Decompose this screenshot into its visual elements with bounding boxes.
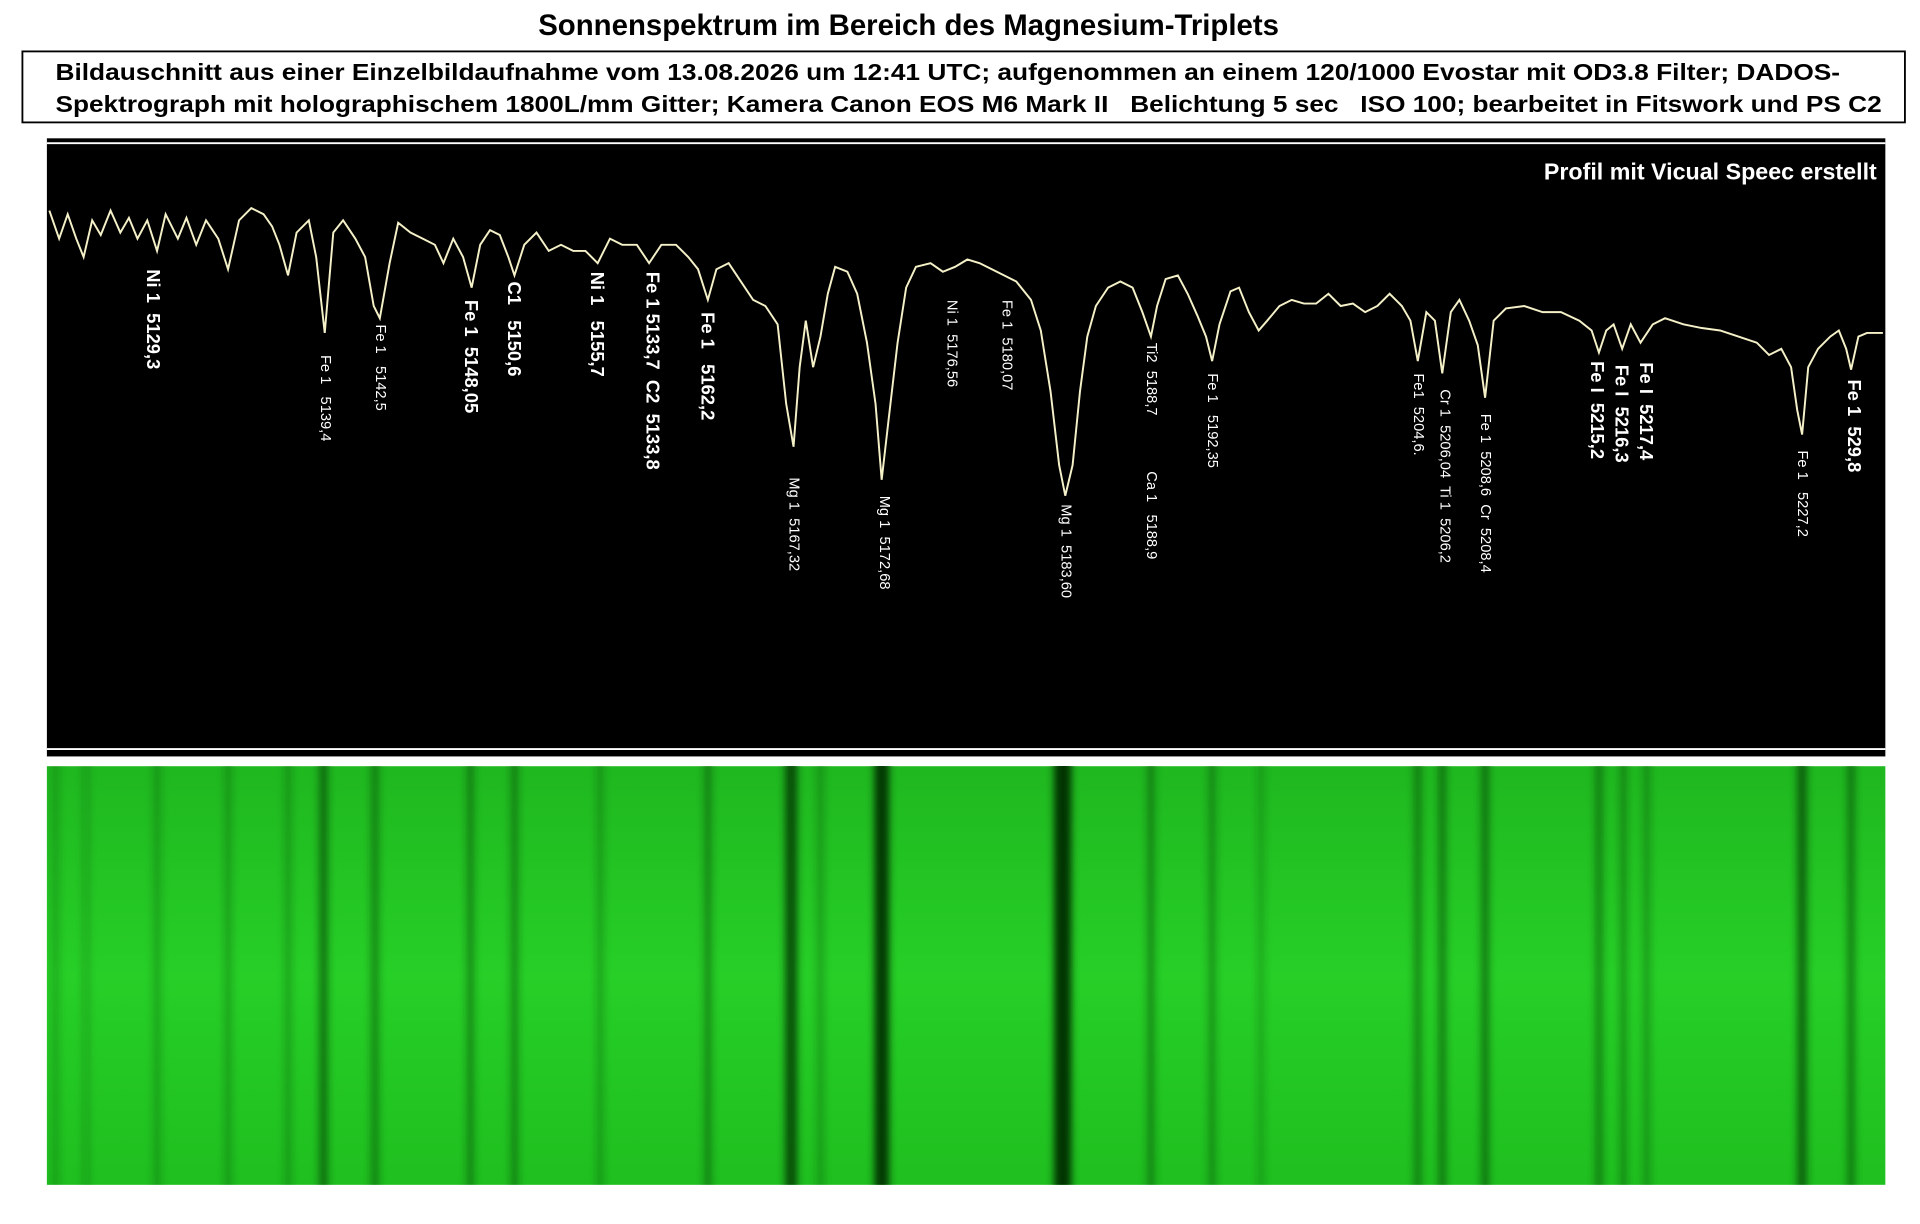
line-label: Ni 1 5176,56 <box>943 300 959 387</box>
line-label: Fe 1 5227,2 <box>1794 450 1810 536</box>
profile-note: Profil mit Vicual Speec erstellt <box>1544 158 1877 184</box>
line-label: Mg 1 5183,60 <box>1057 504 1073 598</box>
line-label: Fe I 5217,4 <box>1636 362 1657 461</box>
title: Sonnenspektrum im Bereich des Magnesium-… <box>538 9 1279 42</box>
absorption-bands <box>52 766 1855 1185</box>
line-label: Fe I 5215,2 <box>1587 361 1608 459</box>
line-label: Cr 1 5206,04 Ti 1 5206,2 <box>1437 389 1453 563</box>
absorption-band <box>1438 766 1446 1185</box>
absorption-band <box>1643 766 1650 1185</box>
line-label: Fe 1 5208,6 Cr 5208,4 <box>1477 414 1493 573</box>
absorption-band <box>153 766 161 1185</box>
absorption-band <box>1054 766 1072 1185</box>
absorption-band <box>1258 766 1265 1185</box>
profile-panel <box>46 138 1886 757</box>
line-label: Fe 1 5133,7 C2 5133,8 <box>642 272 663 470</box>
absorption-band <box>371 766 379 1185</box>
absorption-band <box>1147 766 1155 1185</box>
line-label: Fe 1 5192,35 <box>1204 373 1220 468</box>
absorption-band <box>874 766 890 1185</box>
profile-curve <box>48 206 1883 496</box>
line-label: Ni 1 5129,3 <box>143 269 164 369</box>
absorption-band <box>597 766 604 1185</box>
absorption-band <box>52 766 59 1185</box>
line-label: Fe I 5216,3 <box>1612 365 1633 463</box>
line-labels: Ni 1 5129,3 Fe 1 5139,4 Fe 1 5142,5 Fe 1 51… <box>143 269 1865 598</box>
absorption-band <box>1595 766 1603 1185</box>
line-label: C1 5150,6 <box>504 282 525 377</box>
absorption-band <box>466 766 475 1185</box>
line-label: Fe 1 5142,5 <box>372 324 388 410</box>
caption-line: Spektrograph mit holographischem 1800L/m… <box>55 91 1881 117</box>
absorption-band <box>817 766 824 1185</box>
line-label: Fe 1 5139,4 <box>317 355 333 441</box>
caption-box <box>21 50 1906 124</box>
line-label: Mg 1 5167,32 <box>786 477 802 571</box>
line-label: Fe 1 5180,07 <box>999 300 1015 391</box>
line-label: Fe 1 529,8 <box>1844 379 1865 472</box>
spectrum-strip <box>46 766 1886 1185</box>
absorption-band <box>83 766 90 1185</box>
line-label: Ni 1 5155,7 <box>587 272 608 377</box>
line-label: Mg 1 5172,68 <box>876 496 892 590</box>
absorption-band <box>224 766 232 1185</box>
absorption-band <box>1620 766 1627 1185</box>
absorption-band <box>1797 766 1808 1185</box>
absorption-band <box>1414 766 1422 1185</box>
absorption-band <box>784 766 798 1185</box>
absorption-band <box>1847 766 1855 1185</box>
absorption-band <box>1208 766 1216 1185</box>
absorption-band <box>1481 766 1489 1185</box>
line-label: Ti2 5188,7 <box>1143 343 1159 416</box>
caption-line: Bildauschnitt aus einer Einzelbildaufnah… <box>55 59 1840 85</box>
line-label: Ca 1 5188,9 <box>1143 471 1159 559</box>
line-label: Fe1 5204,6. <box>1410 373 1426 455</box>
absorption-band <box>284 766 292 1185</box>
line-label: Fe 1 5148,05 <box>461 300 482 413</box>
absorption-band <box>510 766 519 1185</box>
line-label: Fe 1 5162,2 <box>697 312 718 420</box>
absorption-band <box>704 766 712 1185</box>
absorption-band <box>319 766 328 1185</box>
